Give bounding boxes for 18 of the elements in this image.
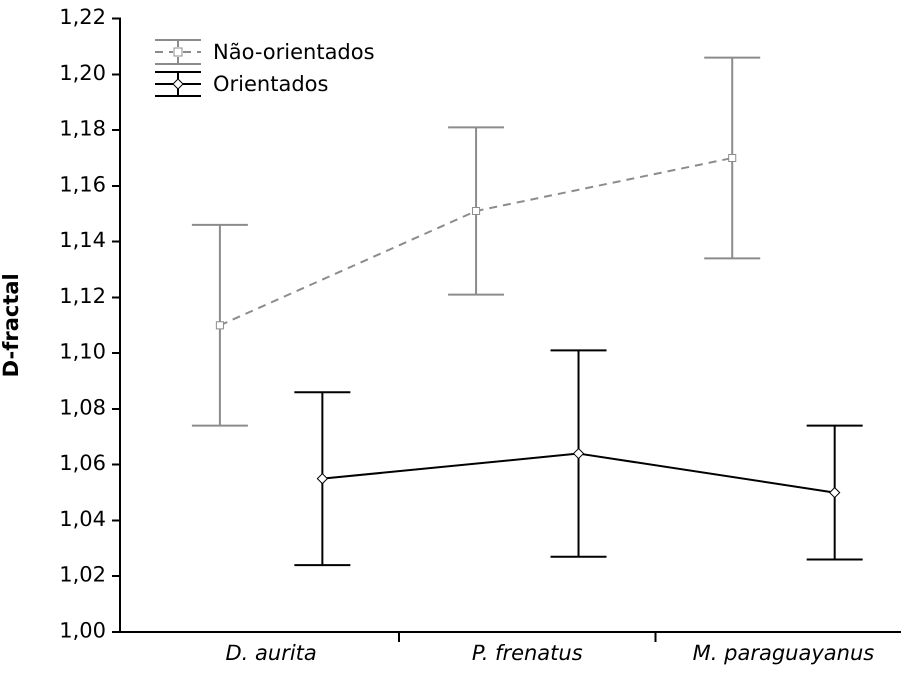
y-tick-label: 1,04 xyxy=(59,506,106,531)
y-tick-label: 1,16 xyxy=(59,172,106,196)
y-tick-label: 1,06 xyxy=(59,451,106,476)
x-tick-label: M. paraguayanus xyxy=(692,641,874,666)
y-tick-label: 1,22 xyxy=(59,5,106,30)
x-tick-label: P. frenatus xyxy=(472,641,583,666)
y-tick-label: 1,12 xyxy=(59,284,106,308)
y-tick-label: 1,00 xyxy=(59,618,106,642)
y-tick-label: 1,02 xyxy=(59,562,106,587)
legend-label: Não-orientados xyxy=(213,40,375,64)
legend-label: Orientados xyxy=(213,72,328,96)
y-axis-title: D-fractal xyxy=(0,273,24,378)
y-tick-label: 1,20 xyxy=(59,60,106,85)
y-tick-label: 1,10 xyxy=(59,340,106,364)
y-tick-label: 1,18 xyxy=(59,116,106,141)
y-tick-label: 1,08 xyxy=(59,395,106,420)
y-tick-label: 1,14 xyxy=(59,228,106,252)
x-tick-label: D. aurita xyxy=(225,641,317,666)
